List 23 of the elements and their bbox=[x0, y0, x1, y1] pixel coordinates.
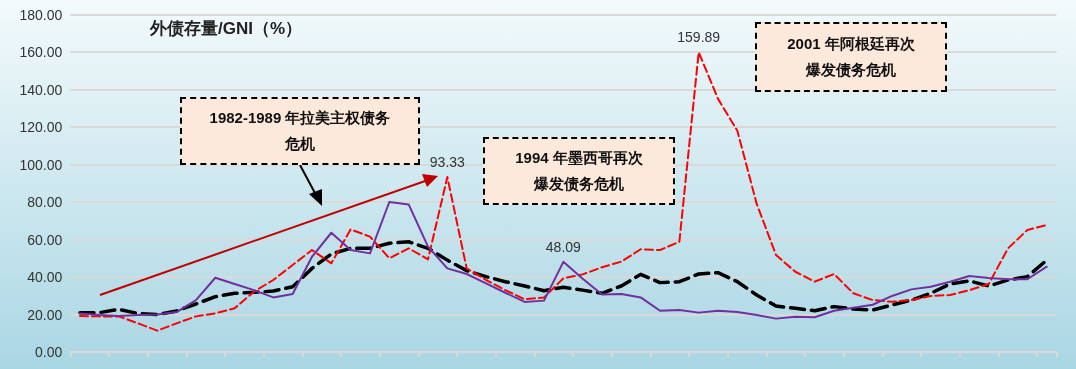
y-tick-label: 20.00 bbox=[27, 306, 63, 323]
y-tick-label: 80.00 bbox=[27, 194, 63, 210]
y-tick-label: 160.00 bbox=[19, 44, 63, 60]
line-series bbox=[78, 51, 1048, 332]
data-label: 48.09 bbox=[545, 238, 582, 255]
annotation: 2001 年阿根廷再次爆发债务危机 bbox=[786, 34, 916, 80]
y-tick-label: 40.00 bbox=[27, 269, 63, 285]
annotation: 1994 年墨西哥再次爆发债务危机 bbox=[514, 148, 644, 194]
y-tick-label: 100.00 bbox=[19, 156, 63, 173]
callout-box: 2001 年阿根廷再次爆发债务危机 bbox=[755, 22, 947, 92]
y-tick-label: 180.00 bbox=[19, 6, 63, 23]
annotation: 1982-1989 年拉美主权债务危机 bbox=[208, 108, 392, 154]
chart-title: 外债存量/GNI（%） bbox=[149, 19, 303, 38]
line-series bbox=[78, 240, 1049, 317]
y-tick-label: 0.00 bbox=[35, 344, 63, 360]
callout-box: 1994 年墨西哥再次爆发债务危机 bbox=[483, 137, 675, 205]
line-series bbox=[78, 201, 1048, 320]
data-label: 159.89 bbox=[677, 29, 721, 46]
data-label: 93.33 bbox=[429, 154, 466, 171]
y-tick-label: 140.00 bbox=[19, 81, 63, 98]
y-tick-label: 120.00 bbox=[19, 119, 63, 135]
callout-box: 1982-1989 年拉美主权债务危机 bbox=[180, 97, 420, 165]
y-tick-label: 60.00 bbox=[27, 231, 63, 248]
